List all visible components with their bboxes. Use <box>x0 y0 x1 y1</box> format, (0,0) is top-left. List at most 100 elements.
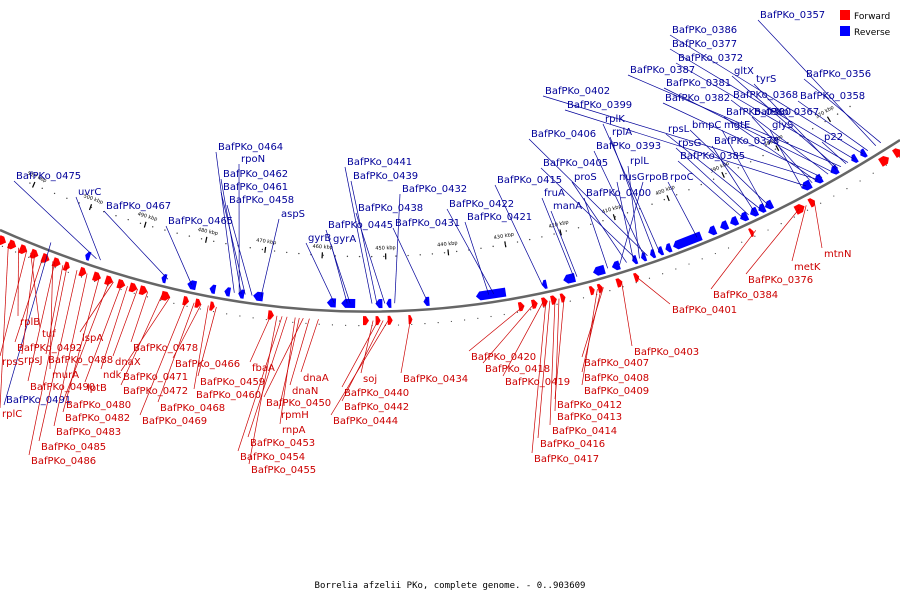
gene-label: BafPKo_0380 <box>726 107 791 118</box>
leader-line <box>3 242 52 406</box>
gene-label: BafPKo_0482 <box>65 413 130 424</box>
ring-dot <box>626 212 629 214</box>
ring-dot <box>273 250 276 252</box>
ring-dot <box>54 267 56 269</box>
reverse-label-layer: BafPKo_0357 BafPKo_0386 BafPKo_0377 BafPKo_… <box>3 10 882 406</box>
gene-label: BafPKo_0378 <box>714 136 779 147</box>
ring-dot <box>861 97 864 100</box>
leader-line <box>464 221 490 295</box>
ring-dot <box>226 313 228 315</box>
ring-dot <box>688 189 690 191</box>
ring-dot <box>120 288 122 291</box>
legend-reverse-label: Reverse <box>854 28 891 38</box>
ring-dot <box>602 220 604 222</box>
gene-label: rnpA <box>282 425 306 436</box>
ring-dot <box>477 317 479 319</box>
gene-label: BafPKo_0485 <box>41 442 106 453</box>
gene-arrow <box>209 284 217 294</box>
gene-label: BafPKo_0432 <box>402 184 467 195</box>
gene-arrow <box>541 279 548 289</box>
ring-dot <box>160 299 162 301</box>
gene-label: BafPKo_0416 <box>540 439 605 450</box>
ring-dot <box>358 255 361 258</box>
tick-mark <box>775 145 780 152</box>
gene-arrow <box>194 298 202 308</box>
ring-dot <box>41 187 43 190</box>
gene-label: BafPKo_0400 <box>586 188 651 199</box>
gene-label: BafPKo_0478 <box>133 343 198 354</box>
gene-label: BafPKo_0382 <box>665 93 730 104</box>
ring-dot <box>173 302 175 304</box>
ring-dot <box>127 218 129 221</box>
gene-label: tuf <box>42 329 56 340</box>
ring-dot <box>754 235 756 237</box>
gene-label: BafPKo_0418 <box>485 364 550 375</box>
ring-dot <box>820 202 822 204</box>
gene-arrow <box>341 298 356 309</box>
tick-mark <box>143 221 147 228</box>
ring-dot <box>464 319 466 321</box>
ring-dot <box>395 255 397 257</box>
leader-line <box>38 270 78 442</box>
leader-line <box>482 303 535 364</box>
ring-dot <box>450 320 452 323</box>
leader-line <box>675 147 749 216</box>
ring-dot <box>186 305 188 307</box>
leader-line <box>554 297 565 400</box>
ring-dot <box>516 311 519 313</box>
ring-dot <box>346 255 349 258</box>
leader-line <box>193 305 209 390</box>
leader-line <box>220 191 246 295</box>
leader-line <box>300 319 319 373</box>
ring-dot <box>556 303 558 305</box>
leader-line <box>355 212 386 304</box>
gene-label: rpsJ <box>24 355 43 366</box>
gene-label: glyS <box>772 120 793 131</box>
leader-line <box>263 318 304 398</box>
legend-forward-label: Forward <box>854 12 890 22</box>
leader-line <box>226 204 253 296</box>
ring-dot <box>252 317 254 319</box>
gene-arrow <box>267 310 274 320</box>
leader-line <box>53 273 88 427</box>
ring-dot <box>774 148 777 150</box>
gene-label: BafPKo_0475 <box>16 171 81 182</box>
gene-arrow <box>85 251 92 261</box>
gene-label: lptB <box>87 383 107 394</box>
gene-label: BafPKo_0458 <box>229 195 294 206</box>
ring-dot <box>609 290 611 292</box>
gene-arrow <box>0 235 7 246</box>
ring-dot <box>885 164 887 166</box>
gene-arrow <box>860 148 868 158</box>
gene-label: BafPKo_0372 <box>678 53 743 64</box>
ring-dot <box>741 241 743 243</box>
gene-label: BafPKo_0439 <box>353 171 418 182</box>
gene-arrow <box>851 153 859 163</box>
gene-label: BafPKo_0450 <box>266 398 331 409</box>
ring-dot <box>286 251 288 254</box>
leader-line <box>0 251 27 357</box>
gene-label: BafPKo_0399 <box>567 100 632 111</box>
ring-dot <box>292 321 294 323</box>
gene-label: mgtE <box>724 120 750 131</box>
tick-mark <box>264 246 267 253</box>
tick-mark <box>31 181 36 188</box>
leader-line <box>609 136 655 254</box>
ring-dot <box>424 323 426 325</box>
gene-label: BafPKo_0422 <box>449 199 514 210</box>
gene-arrow <box>326 298 337 308</box>
leader-line <box>100 286 128 370</box>
tick-mark <box>447 249 450 256</box>
gene-label: soj <box>363 374 377 385</box>
ring-dot <box>397 324 400 326</box>
ring-dot <box>249 247 251 249</box>
leader-line <box>537 300 551 439</box>
gene-arrow <box>238 289 245 299</box>
gene-label: BafPKo_0459 <box>200 377 265 388</box>
gene-label: BafPKo_0464 <box>218 142 283 153</box>
gene-arrow <box>18 244 28 255</box>
gene-label: BafPKo_0357 <box>760 10 825 21</box>
ring-dot <box>688 263 690 265</box>
leader-line <box>17 247 19 317</box>
tick-mark <box>559 229 562 236</box>
